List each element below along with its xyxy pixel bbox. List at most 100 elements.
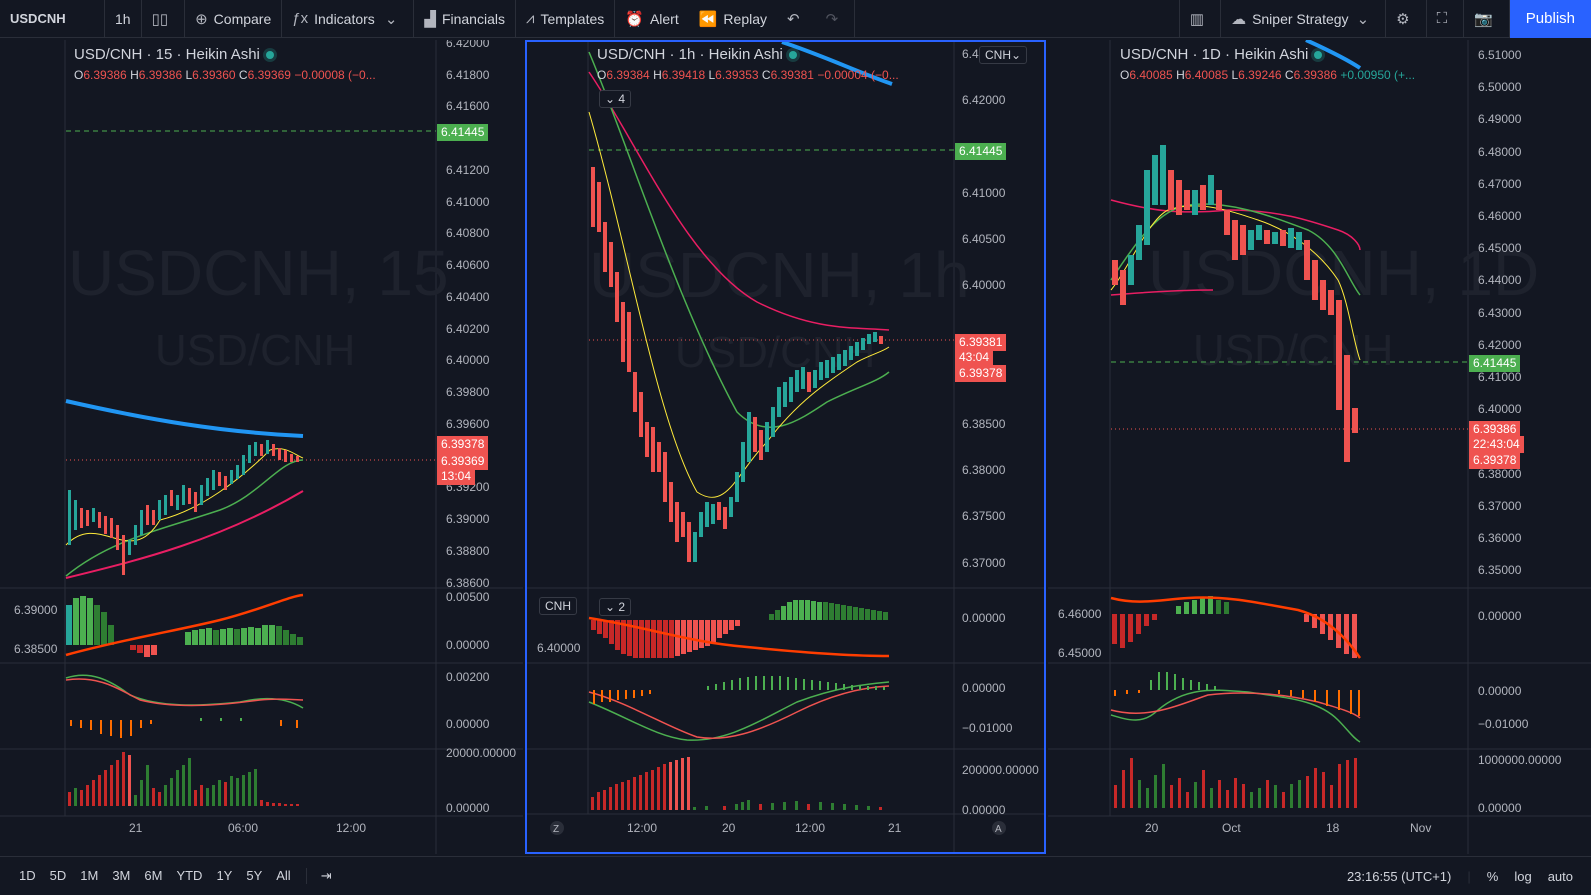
collapse-indicators-button[interactable]: ⌄ 2 [599, 598, 632, 616]
range-all[interactable]: All [276, 868, 291, 883]
indicators-button[interactable]: ƒx Indicators ⌄ [282, 0, 415, 38]
price-tick: 6.41800 [446, 68, 490, 82]
time-tick: 21 [129, 821, 143, 835]
fullscreen-button[interactable]: ⛶ [1427, 0, 1465, 38]
watermark-sub: USD/CNH [155, 326, 355, 375]
ma-blue-line [1305, 40, 1362, 70]
indicators-label: Indicators [314, 10, 375, 27]
chart-canvas-1h[interactable]: USDCNH, 1h USD/CNH [527, 42, 1044, 852]
snapshot-button[interactable]: 📷 [1464, 0, 1510, 38]
indicator-count: 4 [618, 92, 626, 106]
collapse-indicators-button[interactable]: ⌄ 4 [599, 90, 632, 108]
countdown-label: 13:04 [437, 468, 476, 485]
layout-columns-icon: ▥ [1189, 10, 1205, 28]
osc-tick: −0.01000 [962, 721, 1013, 735]
countdown-label: 43:04 [955, 349, 994, 366]
range-5d[interactable]: 5D [49, 868, 67, 883]
range-1y[interactable]: 1Y [216, 868, 233, 883]
price-tick: 6.41000 [1478, 370, 1522, 384]
series-legend[interactable]: USD/CNH · 1D · Heikin Ashi [1120, 46, 1323, 63]
close-price-label: 6.39381 [955, 334, 1007, 351]
chevron-down-icon: ⌄ [1356, 10, 1370, 28]
price-tick: 6.42000 [1478, 338, 1522, 352]
scale-a-button[interactable] [992, 821, 1006, 835]
log-toggle[interactable]: log [1514, 868, 1532, 884]
watermark: USDCNH, 1h [589, 239, 970, 311]
price-axis[interactable]: 6.51000 6.50000 6.49000 6.48000 6.47000 … [1058, 48, 1562, 815]
time-tick: 21 [888, 821, 902, 835]
alert-price-label[interactable]: 6.41445 [437, 124, 489, 141]
redo-button[interactable]: ↷ [816, 0, 856, 38]
chart-canvas-1d[interactable]: USDCNH, 1D USD/CNH [1048, 40, 1591, 854]
settings-button[interactable]: ⚙ [1386, 0, 1427, 38]
scale-z-button[interactable] [550, 821, 564, 835]
chart-type-button[interactable]: ▯▯ [142, 0, 186, 38]
alert-price-label[interactable]: 6.41445 [955, 143, 1007, 160]
time-axis[interactable]: 21 06:00 12:00 [129, 821, 366, 835]
osc-left-tick: 6.45000 [1058, 646, 1102, 660]
osc-signal-line [65, 593, 304, 657]
price-tick: 6.37000 [1478, 499, 1522, 513]
volume-tick: 20000.00000 [446, 746, 516, 760]
range-6m[interactable]: 6M [144, 868, 163, 883]
currency-badge[interactable]: CNH⌄ [979, 46, 1028, 64]
range-ytd[interactable]: YTD [176, 868, 203, 883]
osc-tick: 0.00000 [446, 717, 490, 731]
strategy-label: Sniper Strategy [1252, 10, 1349, 27]
percent-toggle[interactable]: % [1486, 868, 1499, 884]
compare-button[interactable]: ⊕ Compare [185, 0, 283, 38]
volume-tick: 1000000.00000 [1478, 753, 1562, 767]
price-axis[interactable]: 6.4 6.42000 6.41000 6.40500 6.40000 6.38… [537, 47, 1039, 817]
last-price-label: 6.39378 [437, 436, 489, 453]
range-1d[interactable]: 1D [19, 868, 36, 883]
time-axis[interactable]: 20 Oct 18 Nov [1145, 821, 1431, 835]
chart-pane-1d[interactable]: USDCNH, 1D USD/CNH [1048, 40, 1591, 854]
price-tick: 6.38000 [1478, 467, 1522, 481]
price-axis[interactable]: 6.42000 6.41800 6.41600 6.41200 6.41000 … [14, 40, 516, 815]
osc-left-tick: 6.46000 [1058, 607, 1102, 621]
auto-toggle[interactable]: auto [1547, 868, 1573, 884]
series-legend[interactable]: USD/CNH · 1h · Heikin Ashi [597, 46, 797, 63]
osc-tick: 0.00200 [446, 670, 490, 684]
ma-blue-line [65, 399, 304, 438]
range-1m[interactable]: 1M [80, 868, 99, 883]
financials-button[interactable]: ▟ Financials [414, 0, 516, 38]
replay-button[interactable]: ⏪ Replay [689, 0, 777, 38]
symbol-search[interactable]: USDCNH [0, 0, 105, 38]
price-tick: 6.38600 [446, 576, 490, 590]
alert-button[interactable]: ⏰ Alert [615, 0, 688, 38]
strategy-button[interactable]: ☁ Sniper Strategy ⌄ [1221, 0, 1387, 38]
range-5y[interactable]: 5Y [246, 868, 263, 883]
chevron-down-icon: ⌄ [1011, 48, 1022, 62]
templates-button[interactable]: ⩘ Templates [516, 0, 616, 38]
time-axis[interactable]: 12:00 20 12:00 21 Z A [550, 821, 1006, 835]
close-price-label: 6.39386 [1469, 421, 1521, 438]
publish-button[interactable]: Publish [1509, 0, 1591, 38]
chart-canvas-15m[interactable]: USDCNH, 15 USD/CNH [0, 40, 523, 854]
osc2-fast-line [1110, 689, 1361, 743]
chart-pane-1h[interactable]: USDCNH, 1h USD/CNH [525, 40, 1046, 854]
ma-pink-line [1110, 199, 1361, 251]
alert-price-label[interactable]: 6.41445 [1469, 355, 1521, 372]
price-tick: 6.39000 [446, 512, 490, 526]
ma-green-line [588, 51, 890, 429]
goto-date-button[interactable]: ⇥ [305, 868, 339, 884]
price-tick: 6.38000 [962, 463, 1006, 477]
undo-button[interactable]: ↶ [777, 0, 816, 38]
price-tick: 6.40500 [962, 232, 1006, 246]
ma-pink-line [65, 490, 304, 579]
interval-button[interactable]: 1h [105, 0, 142, 38]
layout-button[interactable]: ▥ [1178, 0, 1222, 38]
osc-tick: 0.00000 [962, 681, 1006, 695]
volume-tick: 0.00000 [1478, 801, 1522, 815]
replay-label: Replay [723, 10, 768, 27]
currency-badge[interactable]: CNH [539, 597, 577, 615]
chart-pane-15m[interactable]: USDCNH, 15 USD/CNH [0, 40, 523, 854]
time-tick: 12:00 [795, 821, 825, 835]
price-tick: 6.51000 [1478, 48, 1522, 62]
range-3m[interactable]: 3M [112, 868, 131, 883]
function-icon: ƒx [292, 10, 309, 27]
candles-icon: ▯▯ [151, 10, 169, 28]
clock-display[interactable]: 23:16:55 (UTC+1) [1346, 868, 1452, 884]
series-legend[interactable]: USD/CNH · 15 · Heikin Ashi [74, 46, 274, 63]
